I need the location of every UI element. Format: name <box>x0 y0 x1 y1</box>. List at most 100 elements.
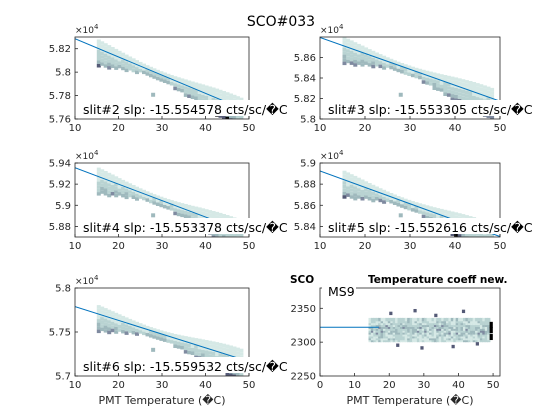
density-cell <box>169 207 174 211</box>
density-cell <box>412 329 416 333</box>
density-cell <box>218 346 223 350</box>
density-cell <box>145 68 150 73</box>
density-cell <box>166 202 171 207</box>
density-cell <box>403 202 408 206</box>
density-cell <box>367 59 372 64</box>
x-tick-label: 20 <box>383 380 396 391</box>
density-cell <box>360 59 365 64</box>
x-tick-label: 10 <box>69 241 82 252</box>
density-cell <box>443 331 447 335</box>
density-cell <box>107 62 112 67</box>
density-cell <box>433 338 438 343</box>
density-cell <box>155 199 160 203</box>
density-cell <box>395 323 399 327</box>
density-cell <box>342 51 347 55</box>
density-cell <box>468 81 473 85</box>
density-cell <box>142 328 146 332</box>
x-tick-label: 10 <box>314 241 327 252</box>
density-cell <box>400 70 405 74</box>
density-cell <box>461 93 466 97</box>
density-cell <box>166 206 171 210</box>
y-tick-label: 5.86 <box>294 53 316 64</box>
density-cell <box>100 183 105 187</box>
density-cell <box>110 328 115 333</box>
density-cell <box>222 115 226 119</box>
density-cell <box>385 191 390 195</box>
density-cell <box>486 97 491 101</box>
density-cell <box>385 333 389 337</box>
density-cell <box>487 239 491 243</box>
density-cell <box>421 323 425 327</box>
density-cell <box>443 319 447 324</box>
density-cell <box>236 240 240 244</box>
density-cell <box>162 334 167 339</box>
x-tick-label: 20 <box>359 241 372 252</box>
density-cell <box>204 350 209 354</box>
fit-line <box>320 37 500 102</box>
density-cell <box>465 323 469 327</box>
density-cell <box>201 349 206 354</box>
density-cell <box>100 186 105 191</box>
density-cell <box>145 191 150 195</box>
density-cell <box>409 338 413 343</box>
density-cell <box>450 80 455 84</box>
density-cell <box>482 331 486 335</box>
density-cell <box>360 193 365 197</box>
density-cell <box>402 336 406 341</box>
density-cell <box>470 327 474 331</box>
density-cell <box>166 73 171 78</box>
density-cell <box>467 335 471 339</box>
density-cell <box>107 327 112 331</box>
density-cell <box>349 54 354 58</box>
density-cell <box>468 233 473 237</box>
density-cell <box>400 321 404 326</box>
density-cell <box>463 336 467 341</box>
density-cell <box>416 317 421 322</box>
density-cell <box>479 244 483 248</box>
density-cell <box>197 342 202 346</box>
density-cell <box>229 93 233 97</box>
density-cell <box>448 338 452 343</box>
density-cell <box>426 321 430 326</box>
density-cell <box>424 325 428 329</box>
density-cell <box>142 196 146 201</box>
density-cell <box>395 321 399 326</box>
density-cell <box>375 321 379 326</box>
density-cell <box>152 194 157 198</box>
density-cell <box>176 345 181 349</box>
density-cell <box>385 60 390 65</box>
density-cell <box>424 319 428 324</box>
density-cell <box>416 319 421 324</box>
density-cell <box>426 331 430 335</box>
density-cell <box>436 319 440 324</box>
density-cell <box>374 59 379 63</box>
density-cell <box>475 319 479 324</box>
density-cell <box>222 94 226 98</box>
density-cell <box>383 329 387 333</box>
density-cell <box>484 323 488 327</box>
density-cell <box>194 341 199 346</box>
density-cell <box>117 50 122 55</box>
density-cell <box>374 52 379 56</box>
density-cell <box>403 198 408 203</box>
y-tick-label: 5.88 <box>49 222 71 233</box>
density-cell <box>382 66 387 70</box>
x-tick-label: 20 <box>112 380 125 391</box>
density-cell <box>484 327 488 331</box>
density-cell <box>208 90 213 94</box>
density-cell <box>204 209 209 213</box>
density-cell <box>410 70 415 74</box>
density-cell <box>409 325 413 329</box>
density-cell <box>152 68 157 72</box>
density-cell <box>233 245 237 249</box>
density-cell <box>460 335 464 339</box>
density-cell <box>431 333 435 337</box>
density-cell <box>458 327 462 331</box>
density-cell <box>472 335 476 339</box>
density-cell <box>414 331 418 335</box>
density-cell <box>356 50 361 55</box>
density-cell <box>342 40 347 45</box>
density-cell <box>110 50 115 54</box>
density-cell <box>397 335 401 339</box>
density-cell <box>416 323 421 327</box>
